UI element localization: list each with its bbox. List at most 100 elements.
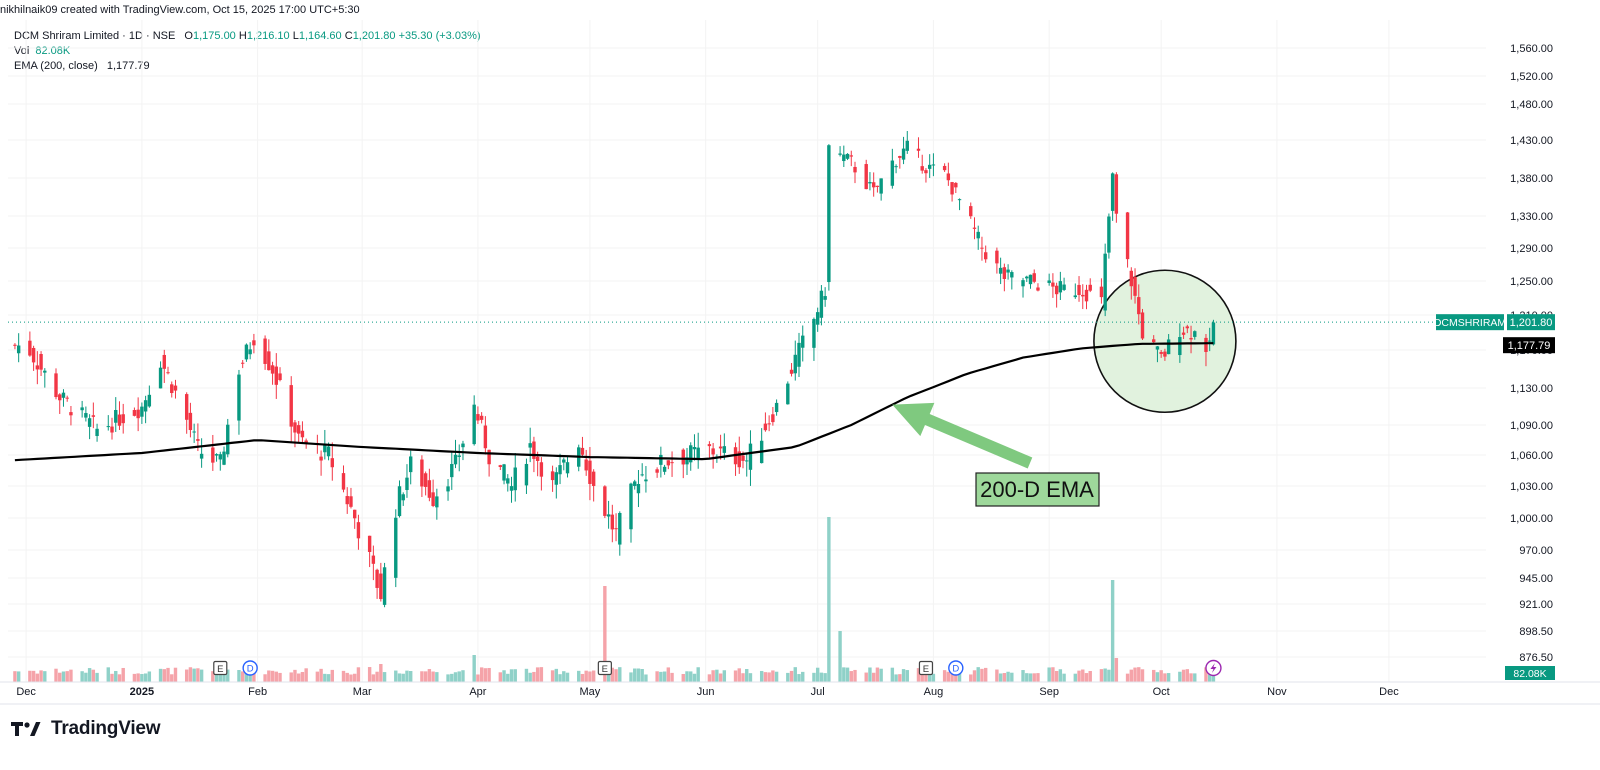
price-axis[interactable]: 1,560.00 1,520.00 1,480.00 1,430.00 1,380.00…: [1434, 43, 1555, 680]
candle-body: [618, 512, 622, 545]
volume-bar: [226, 669, 230, 682]
candle-body: [524, 463, 529, 486]
candle-body: [1088, 284, 1092, 291]
volume-bar: [39, 670, 43, 682]
volume-bar: [812, 672, 816, 682]
volume-bar: [1054, 670, 1059, 682]
volume-bar: [748, 673, 753, 682]
volume-bar: [162, 669, 166, 682]
volume-bar: [842, 667, 846, 682]
price-tick-label: 1,250.00: [1510, 276, 1553, 288]
candle-body: [192, 431, 196, 433]
volume-bar: [423, 671, 428, 682]
candle-body: [106, 426, 110, 428]
volume-bar: [1152, 669, 1156, 682]
volume-bar: [1189, 673, 1193, 682]
volume-bar: [924, 668, 928, 682]
volume-bar: [199, 669, 204, 682]
candle-body: [1155, 346, 1160, 350]
candle-body: [58, 394, 62, 401]
volume-bar: [707, 674, 712, 682]
volume-bar: [681, 673, 685, 682]
volume-bar: [539, 667, 544, 682]
candle-body: [793, 354, 797, 374]
volume-bar: [1204, 667, 1208, 682]
time-axis[interactable]: Dec 2025 Feb Mar Apr May Jun Jul Aug Sep Oct Nov Dec: [0, 681, 1600, 705]
candle-body: [1166, 339, 1171, 355]
earnings-marker-label: E: [602, 664, 608, 675]
volume-bar: [237, 670, 241, 682]
volume-bar: [946, 671, 951, 682]
volume-bar: [838, 631, 842, 682]
volume-bar: [1185, 669, 1190, 682]
candle-body: [1211, 322, 1216, 345]
volume-bar: [158, 668, 163, 682]
time-tick-label: Dec: [16, 686, 36, 698]
volume-bar: [565, 672, 570, 682]
candle-body: [222, 451, 226, 465]
price-tick-label: 945.00: [1519, 573, 1553, 585]
candle-body: [158, 367, 163, 389]
volume-bar: [815, 667, 820, 682]
volume-bar: [1047, 667, 1051, 682]
candle-body: [685, 457, 689, 465]
candle-body: [957, 199, 962, 201]
candle-body: [983, 252, 988, 260]
volume-bar: [629, 672, 633, 682]
candle-body: [394, 517, 398, 578]
volume-bar: [1178, 671, 1182, 682]
candle-body: [252, 340, 256, 346]
candle-body: [580, 447, 585, 455]
last-price-badge: [1507, 314, 1555, 331]
candle-body: [1178, 337, 1182, 356]
candle-body: [226, 424, 230, 455]
volume-bar: [356, 667, 361, 682]
volume-bar: [767, 672, 771, 682]
candle-body: [84, 413, 88, 418]
candle-body: [879, 178, 883, 194]
price-tick-label: 1,060.00: [1510, 450, 1553, 462]
annotation-arrow: [892, 402, 1033, 469]
volume-bar: [435, 672, 439, 682]
candle-body: [633, 481, 637, 486]
legend-symbol-row[interactable]: DCM Shriram Limited · 1D · NSE O1,175.00…: [14, 29, 481, 44]
legend-c-label: C: [344, 30, 353, 42]
candle-body: [670, 462, 674, 464]
volume-bar: [875, 667, 880, 682]
candle-body: [1114, 174, 1119, 214]
volume-bar: [487, 667, 491, 682]
volume-bar: [461, 670, 465, 682]
candle-body: [916, 148, 921, 151]
legend-ema-row[interactable]: EMA (200, close) 1,177.79: [14, 59, 481, 74]
volume-bar: [1010, 672, 1014, 682]
candle-body: [95, 428, 99, 437]
time-tick-label: 2025: [130, 686, 154, 698]
candle-body: [1021, 280, 1025, 287]
volume-bar: [472, 655, 476, 682]
tradingview-brand[interactable]: TradingView: [11, 718, 161, 740]
candles: [13, 131, 1216, 608]
candle-body: [35, 365, 40, 370]
candle-body: [610, 514, 615, 530]
candle-body: [472, 404, 476, 445]
candle-body: [39, 354, 43, 370]
candle-body: [815, 312, 820, 325]
volume-bar: [513, 669, 517, 682]
candle-body: [1103, 253, 1107, 311]
candle-body: [132, 410, 137, 416]
volume-bar: [401, 673, 405, 682]
volume-bar: [998, 673, 1003, 682]
volume-bar: [289, 672, 293, 682]
volume-bar: [972, 670, 977, 682]
chart-grid: [8, 20, 1486, 682]
volume-value-badge-label: 82.08K: [1513, 668, 1546, 680]
volume-bar: [453, 672, 458, 682]
volume-bar: [13, 671, 17, 682]
candle-body: [606, 514, 611, 517]
volume-bar: [405, 670, 409, 682]
volume-bar: [976, 667, 980, 682]
time-tick-label: May: [580, 686, 601, 698]
volume-bar: [84, 672, 88, 682]
price-chart[interactable]: 200-D EMA 1,560.00 1,520.00 1,480.00 1,430.…: [0, 0, 1600, 715]
